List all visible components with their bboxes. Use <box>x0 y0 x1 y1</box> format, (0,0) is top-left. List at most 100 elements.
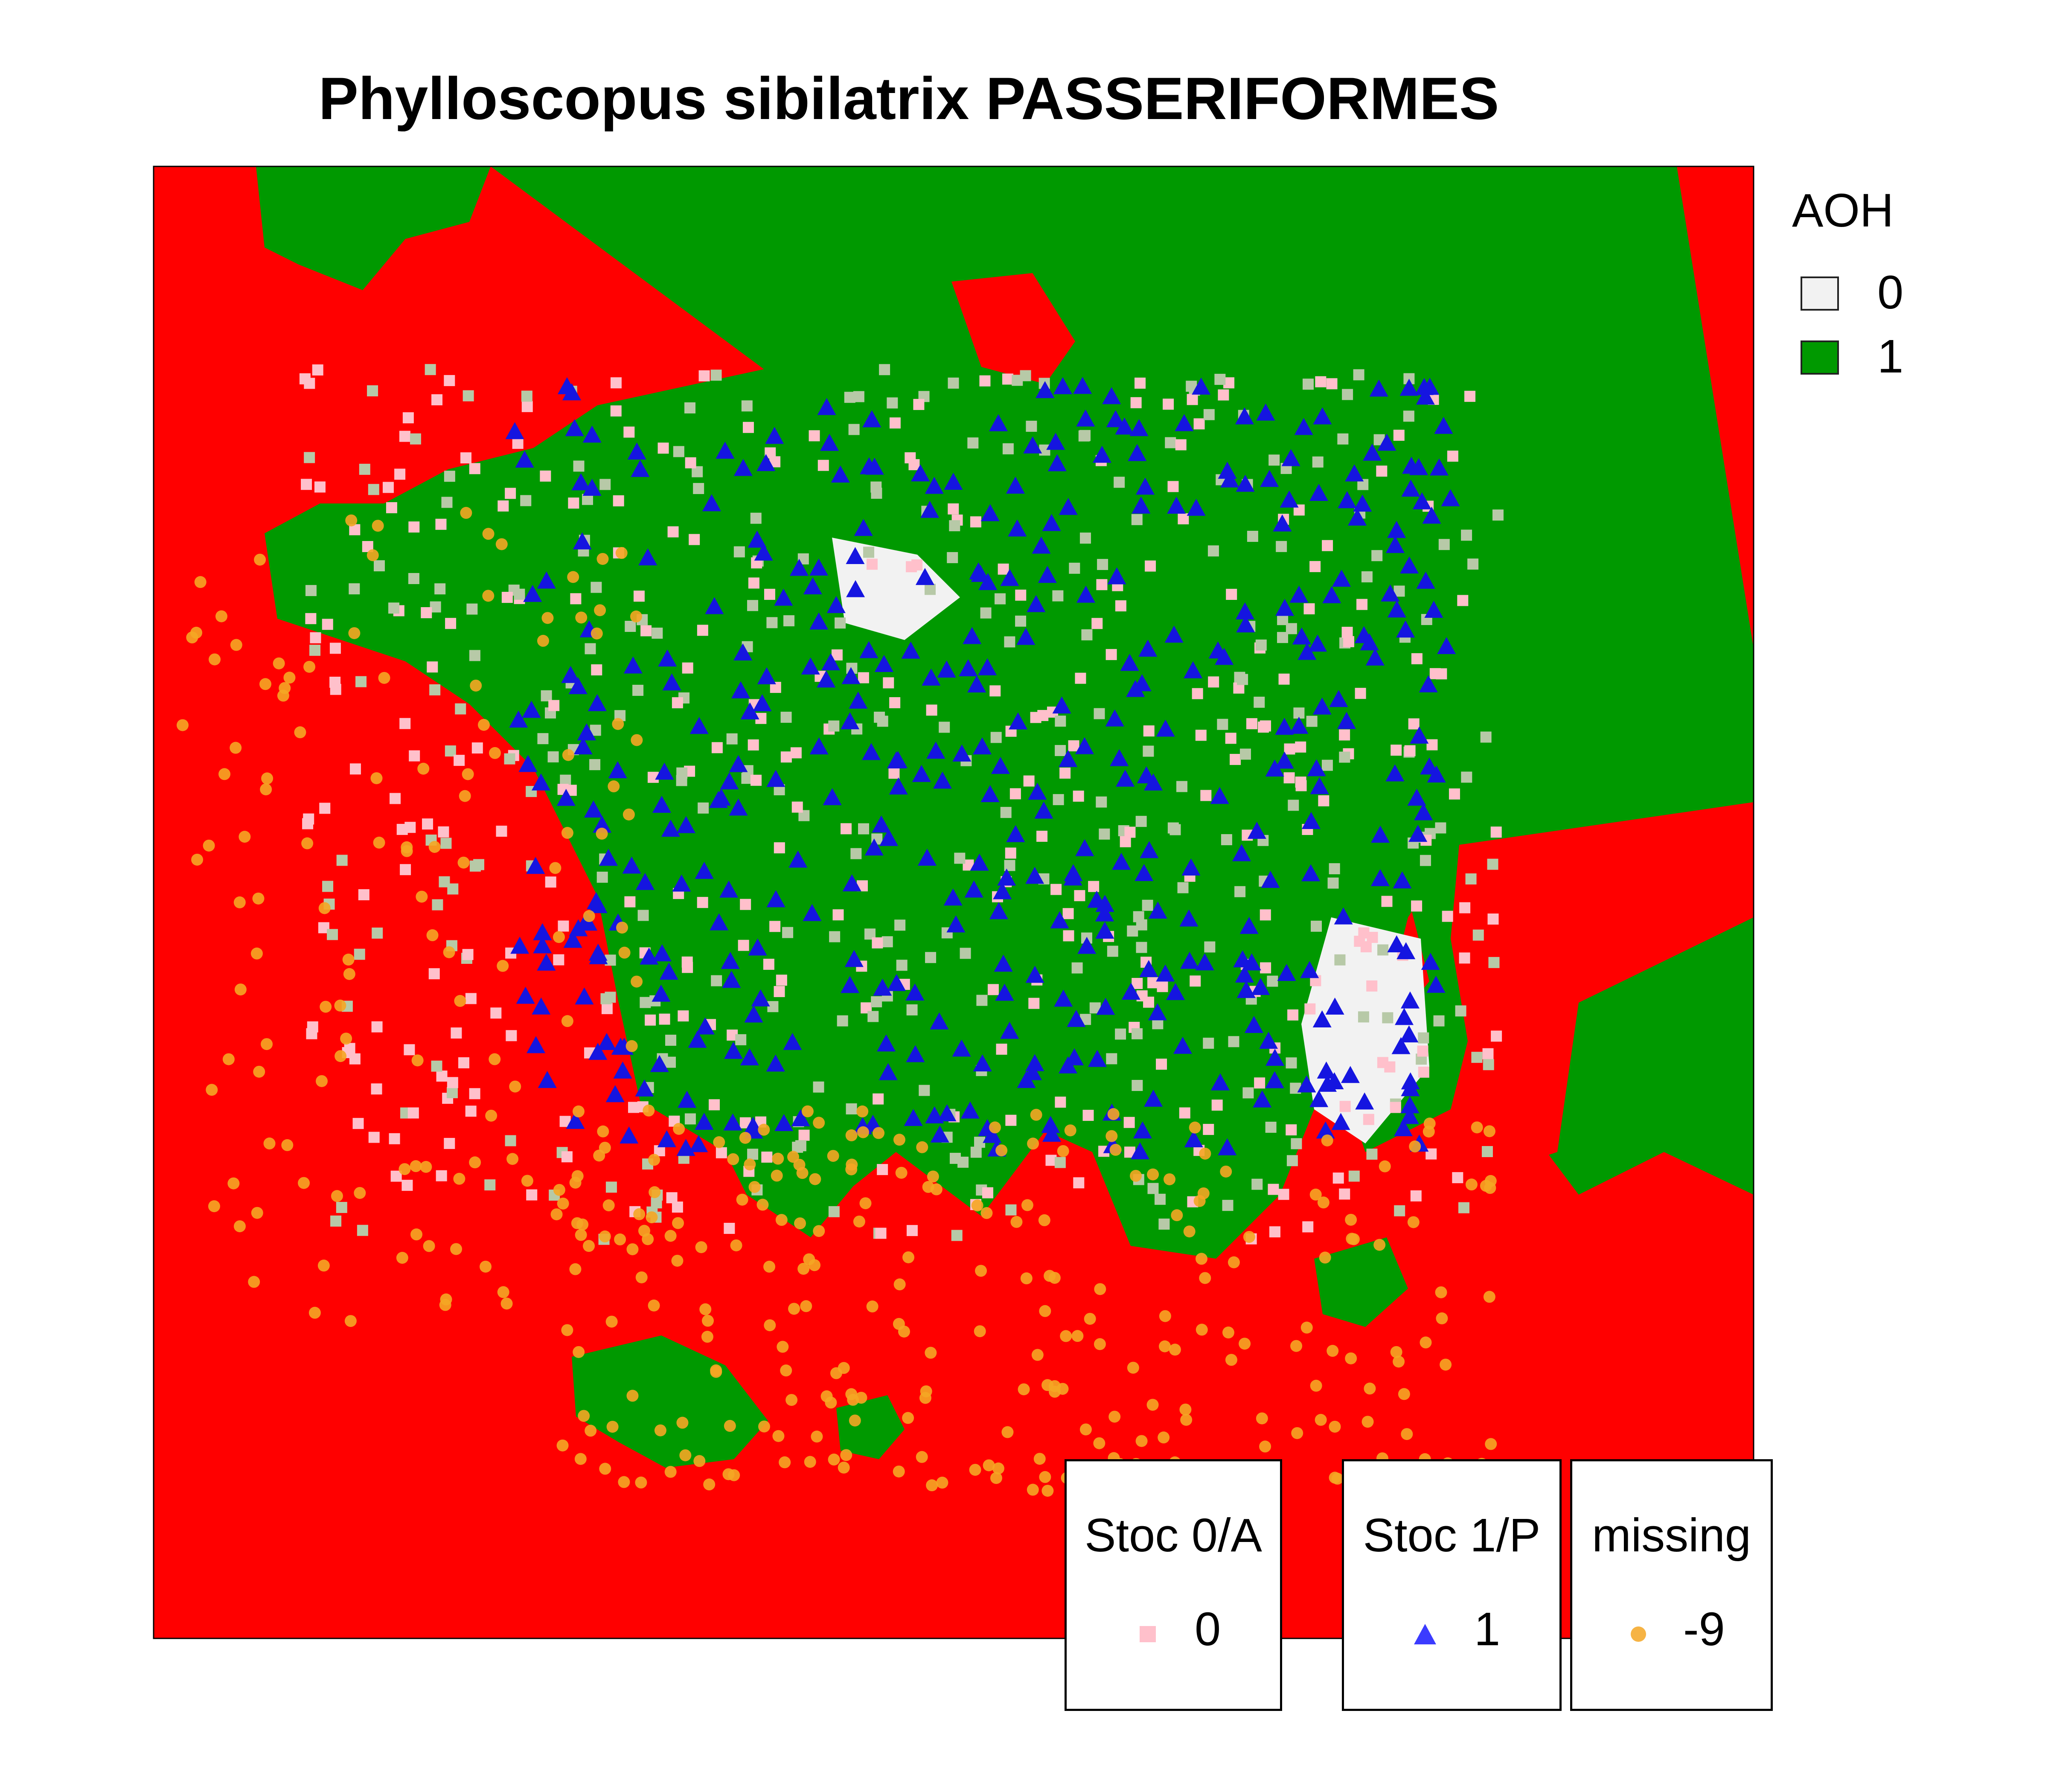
missing-point <box>1199 1272 1211 1284</box>
stoc-1-point <box>1402 457 1421 474</box>
stoc-1-point <box>724 1041 743 1059</box>
missing-point <box>348 627 361 639</box>
missing-point <box>701 1331 713 1343</box>
stoc-1-point <box>1387 600 1406 618</box>
stoc-0-point <box>1482 1048 1494 1059</box>
stoc-0-point <box>349 763 361 775</box>
missing-point <box>215 610 227 623</box>
stoc-1-point <box>1181 858 1201 876</box>
missing-point <box>599 1230 611 1242</box>
stoc-0-point <box>1371 550 1383 561</box>
stoc-1-point <box>790 559 809 576</box>
stoc-0-point <box>919 1085 930 1096</box>
stoc-1-point <box>756 454 776 471</box>
stoc-0-point <box>465 1105 477 1117</box>
missing-point <box>1027 1484 1039 1496</box>
missing-point <box>825 1396 837 1409</box>
missing-point <box>618 1476 630 1488</box>
stoc-0-point <box>1147 977 1159 989</box>
stoc-1-point <box>1054 989 1073 1007</box>
stoc-1-point <box>1041 1116 1060 1133</box>
stoc-1-point <box>1032 536 1051 554</box>
stoc-1-point <box>729 798 748 816</box>
stoc-0-point <box>1106 1053 1117 1065</box>
stoc-0-point <box>301 479 312 490</box>
stoc-0-point <box>1417 1045 1428 1057</box>
missing-point <box>460 507 472 519</box>
stoc-1-point <box>967 675 986 692</box>
stoc-0-point <box>1411 900 1423 912</box>
missing-point <box>866 1300 879 1313</box>
stoc-1-point <box>1363 443 1382 461</box>
missing-point <box>561 1324 573 1336</box>
stoc-0-point <box>1145 560 1156 572</box>
stoc-0-point <box>1228 1036 1239 1047</box>
stoc-1-point <box>1265 759 1284 777</box>
missing-point <box>1079 1423 1092 1436</box>
missing-point <box>1127 1361 1139 1374</box>
stoc-1-point <box>652 796 671 813</box>
stoc-1-point <box>1400 1107 1419 1124</box>
stoc-0-point <box>1452 1172 1463 1184</box>
missing-point <box>1038 1214 1050 1226</box>
stoc-0-point <box>1337 433 1349 445</box>
stoc-1-point <box>809 737 829 755</box>
stoc-0-point <box>336 855 348 866</box>
missing-point <box>983 1459 995 1472</box>
stoc-1-point <box>960 1101 980 1119</box>
stoc-1-point <box>1429 458 1449 476</box>
stoc-0-point <box>541 690 552 701</box>
stoc-1-point <box>710 913 729 931</box>
stoc-0-point <box>1226 588 1237 600</box>
stoc-0-point <box>948 503 959 515</box>
stoc-0-point <box>1429 668 1441 679</box>
stoc-0-point <box>330 1215 342 1227</box>
stoc-0-point <box>1461 771 1472 783</box>
missing-point <box>1130 1169 1142 1182</box>
stoc-0-point <box>980 607 992 619</box>
stoc-1-point <box>678 1091 697 1108</box>
stoc-1-point <box>748 938 767 956</box>
stoc-0-point <box>711 742 723 753</box>
stoc-1-point <box>1395 1008 1414 1025</box>
missing-point <box>1309 1188 1322 1201</box>
stoc-0-point <box>505 488 516 499</box>
stoc-0-point <box>1115 1028 1126 1040</box>
stoc-0-point <box>724 1222 735 1234</box>
stoc-0-point <box>1143 725 1155 737</box>
missing-point <box>1465 1178 1478 1191</box>
stoc-0-point <box>407 1107 419 1119</box>
stoc-0-point <box>1068 740 1079 752</box>
stoc-1-point <box>662 673 681 691</box>
stoc-0-point <box>1286 1057 1297 1069</box>
stoc-0-point <box>967 437 979 449</box>
missing-point <box>800 1300 812 1312</box>
missing-point <box>343 968 355 980</box>
stoc-1-point <box>533 936 552 954</box>
stoc-1-point <box>1275 599 1295 616</box>
stoc-0-point <box>466 603 478 615</box>
missing-point <box>1033 1453 1046 1465</box>
stoc-0-point <box>1449 788 1460 800</box>
missing-point <box>506 1153 519 1165</box>
stoc-1-point <box>1120 654 1139 671</box>
missing-point <box>599 1141 611 1154</box>
stoc-0-point <box>526 1189 538 1201</box>
stoc-0-point <box>1073 1177 1085 1189</box>
missing-point <box>902 1412 914 1424</box>
stoc-0-point <box>354 948 365 960</box>
stoc-1-point <box>588 896 608 913</box>
stoc-0-point <box>1382 1012 1393 1024</box>
stoc-0-point <box>1158 1218 1170 1230</box>
missing-point <box>294 726 306 739</box>
missing-point <box>370 772 383 784</box>
stoc-0-point <box>1071 962 1083 974</box>
stoc-0-point <box>1132 1080 1143 1091</box>
missing-point <box>583 910 595 922</box>
missing-point <box>1146 1399 1159 1411</box>
stoc-0-point <box>1225 733 1236 744</box>
missing-point <box>251 1207 263 1219</box>
missing-point <box>345 514 358 527</box>
stoc-0-point <box>780 751 792 763</box>
missing-point <box>344 1315 357 1327</box>
